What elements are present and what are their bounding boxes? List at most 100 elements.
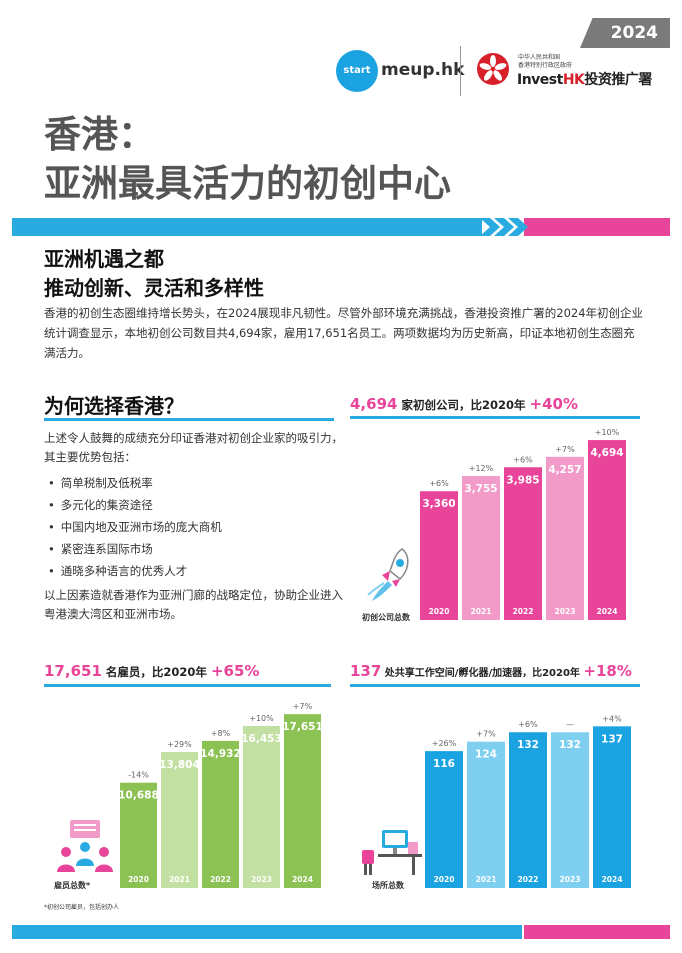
employees-value-label-2024: 17,651 — [282, 721, 323, 733]
startups-headline-line — [350, 416, 640, 419]
startups-value-label-2024: 4,694 — [590, 447, 623, 459]
spaces-headline-text: 处共享工作空间/孵化器/加速器，比2020年 — [384, 668, 580, 679]
employees-year-label-2020: 2020 — [128, 875, 149, 884]
employees-bar-2021 — [161, 752, 198, 888]
startmeup-logo-text[interactable]: meup.hk — [381, 60, 465, 80]
workspace-icon — [362, 830, 422, 875]
employees-bar-2020 — [120, 782, 157, 888]
employees-year-label-2024: 2024 — [292, 875, 313, 884]
employees-headline-value: 17,651 — [44, 662, 102, 680]
spaces-value-label-2021: 124 — [475, 749, 497, 761]
startups-growth-label-2023: +7% — [555, 445, 575, 454]
employees-year-label-2021: 2021 — [169, 875, 190, 884]
employees-headline-line — [44, 684, 331, 687]
startups-headline-text: 家初创公司，比2020年 — [401, 398, 526, 412]
list-item: 通晓多种语言的优秀人才 — [48, 560, 222, 582]
spaces-bar-2024 — [593, 726, 631, 888]
spaces-growth-label-2021: +7% — [476, 730, 496, 739]
spaces-bar-chart: 116 +26% 2020 124 +7% 2021 132 +6% 2022 132 — 2023 1… — [425, 714, 631, 888]
employees-value-label-2020: 10,688 — [118, 790, 159, 802]
spaces-bar-2022 — [509, 732, 547, 888]
investhk-logo[interactable]: InvestHK投资推广署 — [517, 69, 652, 89]
employees-bar-2023 — [243, 725, 280, 888]
why-underline — [44, 418, 334, 421]
why-title: 为何选择香港？ — [44, 394, 184, 418]
footnote: *初创公司雇员，包括创办人 — [44, 904, 120, 911]
startups-headline: 4,694 家初创公司，比2020年 +40% — [350, 395, 578, 413]
startups-bar-2024 — [588, 440, 626, 620]
gov-line1: 中华人民共和国 — [518, 54, 561, 61]
employees-caption: 雇员总数* — [54, 881, 91, 890]
employees-growth-label-2020: -14% — [128, 771, 149, 780]
hk-emblem-icon — [477, 53, 509, 85]
year-tag: 2024 — [580, 18, 670, 48]
spaces-bar-2023 — [551, 732, 589, 888]
spaces-bar-2021 — [467, 741, 505, 888]
spaces-headline: 137 处共享工作空间/孵化器/加速器，比2020年 +18% — [350, 662, 632, 680]
team-icon — [57, 820, 113, 872]
spaces-year-label-2021: 2021 — [476, 875, 497, 884]
main-title: 香港： 亚洲最具活力的初创中心 — [44, 110, 451, 208]
employees-bar-2024 — [284, 714, 321, 888]
logo-divider — [460, 46, 461, 96]
employees-value-label-2021: 13,804 — [159, 759, 200, 771]
startups-headline-growth: +40% — [529, 395, 578, 413]
list-item: 中国内地及亚洲市场的庞大商机 — [48, 516, 222, 538]
startups-year-label-2021: 2021 — [471, 607, 492, 616]
startups-value-label-2021: 3,755 — [464, 483, 497, 495]
employees-value-label-2023: 16,453 — [241, 733, 282, 745]
advantages-list: 简单税制及低税率 多元化的集资途径 中国内地及亚洲市场的庞大商机 紧密连系国际市… — [48, 472, 222, 582]
startups-caption: 初创公司总数 — [362, 613, 410, 622]
list-item: 紧密连系国际市场 — [48, 538, 222, 560]
spaces-year-label-2022: 2022 — [518, 875, 539, 884]
investhk-hk: HK — [562, 72, 585, 88]
spaces-year-label-2024: 2024 — [602, 875, 623, 884]
startups-bar-2023 — [546, 456, 584, 620]
startups-growth-label-2024: +10% — [595, 428, 620, 437]
startups-year-label-2023: 2023 — [555, 607, 576, 616]
spaces-growth-label-2020: +26% — [432, 739, 457, 748]
spaces-headline-growth: +18% — [583, 662, 632, 680]
startups-growth-label-2022: +6% — [513, 455, 533, 464]
list-item: 简单税制及低税率 — [48, 472, 222, 494]
spaces-year-label-2023: 2023 — [560, 875, 581, 884]
spaces-headline-value: 137 — [350, 662, 382, 680]
spaces-year-label-2020: 2020 — [434, 875, 455, 884]
startmeup-logo[interactable]: start — [336, 50, 378, 92]
gov-line2: 香港特别行政区政府 — [518, 62, 573, 69]
startups-growth-label-2021: +12% — [469, 464, 494, 473]
startups-bar-2022 — [504, 467, 542, 620]
intro-paragraph: 香港的初创生态圈维持增长势头，在2024展现非凡韧性。尽管外部环境充满挑战，香港… — [44, 306, 644, 360]
spaces-value-label-2020: 116 — [433, 758, 455, 770]
employees-growth-label-2022: +8% — [211, 729, 231, 738]
spaces-growth-label-2023: — — [566, 720, 574, 729]
startups-value-label-2022: 3,985 — [506, 474, 539, 486]
employees-year-label-2022: 2022 — [210, 875, 231, 884]
startups-year-label-2020: 2020 — [429, 607, 450, 616]
spaces-growth-label-2022: +6% — [518, 720, 538, 729]
spaces-growth-label-2024: +4% — [602, 714, 622, 723]
spaces-headline-line — [350, 684, 640, 687]
startups-headline-value: 4,694 — [350, 395, 398, 413]
startups-bar-2021 — [462, 476, 500, 620]
startups-value-label-2020: 3,360 — [422, 498, 455, 510]
why-conclusion: 以上因素造就香港作为亚洲门廊的战略定位，协助企业进入粤港澳大湾区和亚洲市场。 — [44, 588, 343, 621]
employees-growth-label-2021: +29% — [167, 740, 192, 749]
section-title-line2: 推动创新、灵活和多样性 — [44, 276, 264, 300]
employees-bar-2022 — [202, 740, 239, 888]
main-title-line1: 香港： — [44, 113, 155, 156]
employees-bar-chart: 10,688 -14% 2020 13,804 +29% 2021 14,932 +8% 202… — [118, 702, 323, 888]
spaces-value-label-2024: 137 — [601, 733, 623, 745]
employees-headline-growth: +65% — [210, 662, 260, 680]
employees-growth-label-2023: +10% — [249, 714, 274, 723]
investhk-prefix: Invest — [517, 72, 563, 88]
employees-growth-label-2024: +7% — [293, 702, 313, 711]
investhk-suffix: 投资推广署 — [584, 72, 652, 88]
spaces-caption: 场所总数 — [372, 881, 404, 890]
startups-value-label-2023: 4,257 — [548, 464, 581, 476]
list-item: 多元化的集资途径 — [48, 494, 222, 516]
spaces-value-label-2023: 132 — [559, 739, 581, 751]
why-description: 上述令人鼓舞的成绩充分印证香港对初创企业家的吸引力，其主要优势包括： — [44, 431, 343, 464]
footer-band — [12, 925, 670, 939]
employees-headline: 17,651 名雇员，比2020年 +65% — [44, 662, 259, 680]
